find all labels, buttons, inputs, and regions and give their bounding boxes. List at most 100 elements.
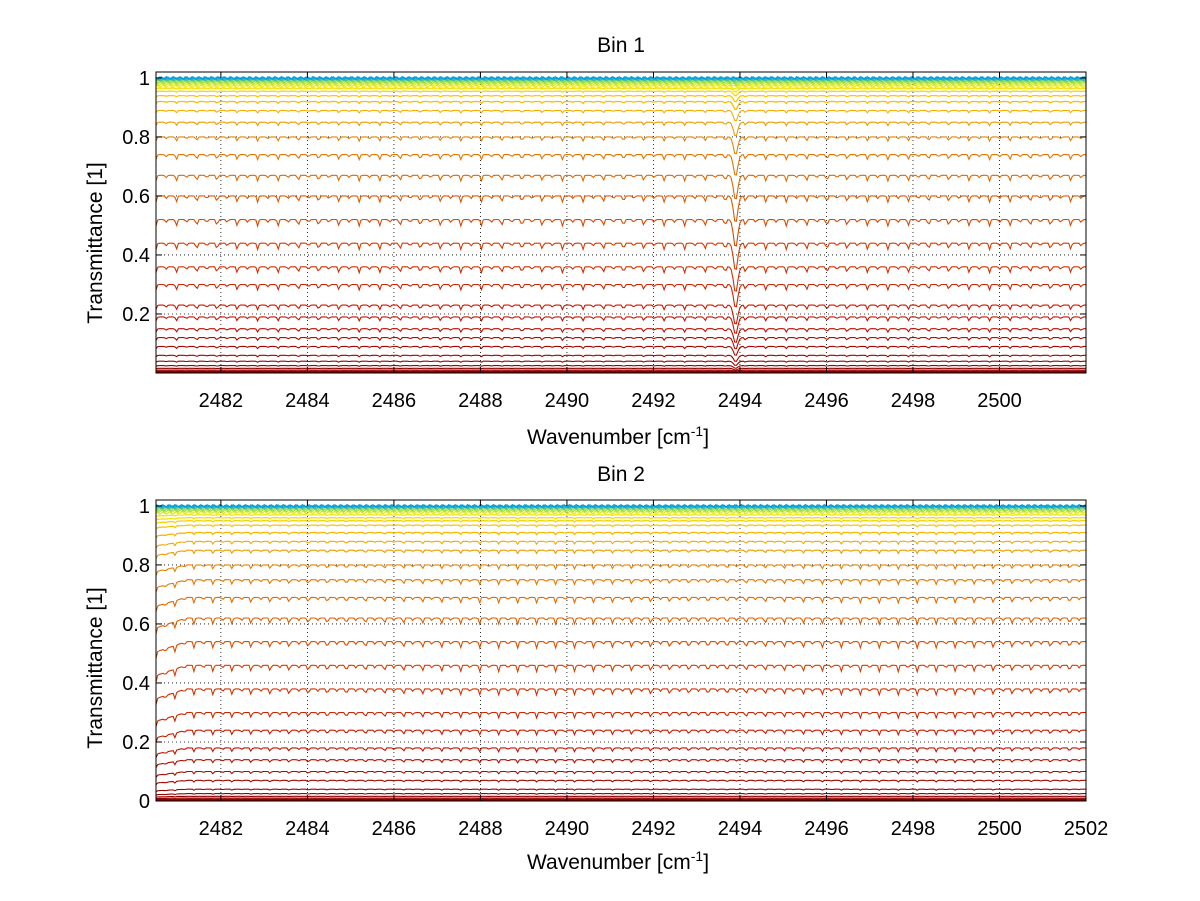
- x-tick-label: 2488: [458, 390, 503, 412]
- y-tick-label: 1: [139, 68, 150, 90]
- x-tick-label: 2494: [718, 818, 763, 840]
- x-tick-label: 2500: [977, 390, 1022, 412]
- series-line: [155, 579, 1086, 593]
- series-line: [155, 531, 1086, 539]
- series-line: [155, 617, 1087, 635]
- x-tick-label: 2486: [372, 390, 417, 412]
- series-line: [155, 797, 1086, 800]
- series-line: [155, 793, 1086, 796]
- series-line: [155, 370, 1086, 373]
- y-axis-label: Transmittance [1]: [84, 587, 107, 748]
- series-line: [155, 564, 1086, 576]
- series-line: [155, 664, 1086, 683]
- series-line: [155, 75, 1087, 80]
- series-line: [155, 154, 1086, 176]
- series-line: [155, 242, 1086, 270]
- plot-area: [156, 72, 1086, 373]
- y-tick-label: 0.6: [122, 186, 150, 208]
- series-line: [155, 788, 1086, 793]
- series-line: [155, 369, 1086, 372]
- series-line: [155, 345, 1086, 356]
- series-line: [155, 174, 1086, 200]
- x-tick-label: 2484: [285, 818, 330, 840]
- series-line: [155, 87, 1086, 93]
- x-tick-label: 2482: [199, 818, 244, 840]
- series-line: [155, 711, 1086, 727]
- series-line: [155, 121, 1086, 137]
- x-tick-label: 2496: [804, 390, 849, 412]
- series-line: [155, 524, 1086, 530]
- x-tick-label: 2490: [545, 818, 590, 840]
- chart-bin-1: Bin 1 Wavenumber [cm-1] Transmittance [1…: [84, 34, 1087, 449]
- x-tick-label: 2486: [372, 818, 417, 840]
- series-line: [155, 759, 1086, 769]
- y-tick-label: 0.2: [122, 732, 150, 754]
- chart-title: Bin 2: [597, 463, 645, 486]
- series-line: [155, 337, 1086, 350]
- x-tick-label: 2502: [1064, 818, 1109, 840]
- series-line: [155, 94, 1086, 103]
- series-line: [155, 514, 1086, 518]
- series-line: [155, 365, 1086, 369]
- x-tick-label: 2496: [804, 818, 849, 840]
- x-tick-label: 2490: [545, 390, 590, 412]
- series-line: [155, 795, 1086, 798]
- x-tick-label: 2498: [891, 818, 936, 840]
- series-line: [155, 328, 1086, 343]
- series-line: [155, 540, 1086, 549]
- series-line: [155, 195, 1086, 223]
- chart-bin-2: Bin 2 Wavenumber [cm-1] Transmittance [1…: [84, 463, 1108, 874]
- series-line: [155, 283, 1086, 308]
- x-tick-label: 2484: [285, 390, 330, 412]
- series-line: [155, 100, 1086, 111]
- series-line: [155, 316, 1086, 334]
- chart-title: Bin 1: [597, 34, 645, 57]
- x-tick-label: 2482: [199, 390, 244, 412]
- series-line: [155, 136, 1086, 155]
- series-line: [155, 84, 1087, 90]
- series-line: [155, 770, 1086, 778]
- plot-area: [156, 500, 1086, 801]
- series-line: [155, 747, 1086, 759]
- plot-frame: [155, 499, 1087, 802]
- series-line: [155, 510, 1087, 516]
- y-axis-label: Transmittance [1]: [84, 162, 107, 323]
- plot-frame: [155, 71, 1087, 374]
- y-tick-label: 0.4: [122, 245, 150, 267]
- x-tick-label: 2494: [718, 390, 763, 412]
- series-line: [155, 367, 1086, 371]
- series-line: [155, 520, 1086, 525]
- series-line: [155, 109, 1086, 122]
- x-tick-label: 2498: [891, 390, 936, 412]
- series-lines: [155, 503, 1087, 801]
- series-line: [155, 729, 1086, 743]
- series-line: [155, 549, 1086, 559]
- axis-ticks: 2482 2484 2486 2488 2490 2492 2494 2496 2498 2500…: [122, 496, 1108, 840]
- x-tick-label: 2488: [458, 818, 503, 840]
- series-line: [155, 304, 1086, 325]
- y-tick-label: 0.6: [122, 614, 150, 636]
- series-line: [155, 596, 1086, 612]
- x-tick-label: 2492: [631, 390, 676, 412]
- series-line: [155, 688, 1086, 705]
- y-tick-label: 0: [139, 791, 150, 813]
- series-line: [155, 90, 1086, 97]
- y-tick-label: 0.8: [122, 555, 150, 577]
- y-tick-label: 0.2: [122, 304, 150, 326]
- series-line: [155, 218, 1087, 247]
- series-line: [155, 779, 1086, 786]
- series-line: [155, 266, 1086, 292]
- x-tick-label: 2492: [631, 818, 676, 840]
- series-line: [155, 517, 1086, 521]
- y-tick-label: 0.8: [122, 127, 150, 149]
- series-line: [155, 641, 1087, 659]
- x-axis-label: Wavenumber [cm-1]: [527, 423, 709, 449]
- axis-ticks: 2482 2484 2486 2488 2490 2492 2494 2496 2498 2500…: [122, 68, 1086, 412]
- y-tick-label: 0.4: [122, 673, 150, 695]
- series-line: [155, 360, 1086, 366]
- x-tick-label: 2500: [977, 818, 1022, 840]
- y-tick-label: 1: [139, 496, 150, 518]
- series-line: [155, 354, 1086, 362]
- x-axis-label: Wavenumber [cm-1]: [527, 848, 709, 874]
